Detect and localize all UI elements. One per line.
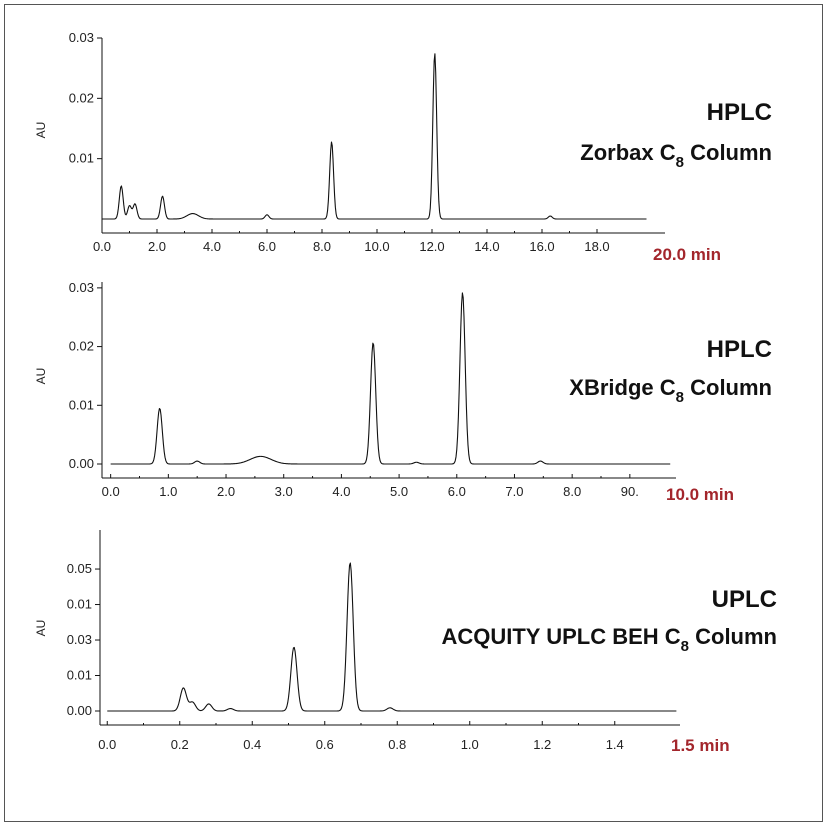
panel-subtitle: XBridge C8 Column: [569, 375, 772, 406]
x-tick-label: 16.0: [529, 239, 554, 254]
y-tick-label: 0.01: [67, 668, 92, 683]
x-tick-label: 1.0: [159, 484, 177, 499]
y-tick-label: 0.05: [67, 561, 92, 576]
x-tick-label: 6.0: [258, 239, 276, 254]
x-tick-label: 6.0: [448, 484, 466, 499]
y-tick-label: 0.03: [69, 280, 94, 295]
y-tick-label: 0.01: [67, 597, 92, 612]
y-tick-label: 0.03: [67, 632, 92, 647]
x-tick-label: 4.0: [332, 484, 350, 499]
chart-panel-2: 0.00 0.01 0.02 0.03 0.0 1.0 2.0 3.0 4.0 5.0 6.0 7.0…: [34, 280, 772, 504]
y-tick-label: 0.00: [67, 703, 92, 718]
chart-panel-1: 0.01 0.02 0.03 0.0 2.0 4.0 6.0 8.0 10.0 12.0 14.0 1…: [34, 30, 772, 264]
x-tick-label: 8.0: [563, 484, 581, 499]
chromatogram-trace: [102, 53, 647, 220]
x-tick-label: 2.0: [217, 484, 235, 499]
x-tick-label: 4.0: [203, 239, 221, 254]
panel-title: HPLC: [707, 99, 772, 126]
x-tick-label: 0.2: [171, 737, 189, 752]
x-tick-label: 10.0: [364, 239, 389, 254]
x-tick-label: 7.0: [505, 484, 523, 499]
y-tick-label: 0.02: [69, 339, 94, 354]
y-tick-label: 0.03: [69, 30, 94, 45]
x-axis-end-label: 1.5 min: [671, 736, 730, 755]
y-tick-label: 0.00: [69, 456, 94, 471]
panel-title: UPLC: [712, 586, 777, 613]
panel-subtitle: Zorbax C8 Column: [580, 140, 772, 171]
panel-subtitle: ACQUITY UPLC BEH C8 Column: [441, 624, 777, 655]
x-tick-label: 14.0: [474, 239, 499, 254]
x-tick-label: 0.8: [388, 737, 406, 752]
x-tick-label: 0.6: [316, 737, 334, 752]
x-tick-label: 0.0: [102, 484, 120, 499]
x-tick-label: 1.2: [533, 737, 551, 752]
y-tick-label: 0.01: [69, 151, 94, 166]
figure-frame: [4, 4, 823, 822]
x-tick-label: 18.0: [584, 239, 609, 254]
x-tick-label: 0.4: [243, 737, 261, 752]
y-tick-label: 0.02: [69, 90, 94, 105]
x-tick-label: 0.0: [98, 737, 116, 752]
x-tick-label: 1.4: [606, 737, 624, 752]
x-tick-label: 1.0: [461, 737, 479, 752]
x-axis-end-label: 20.0 min: [653, 245, 721, 264]
x-tick-label: 3.0: [275, 484, 293, 499]
x-tick-label: 8.0: [313, 239, 331, 254]
chromatogram-trace: [107, 562, 677, 712]
x-tick-label: 5.0: [390, 484, 408, 499]
x-axis-end-label: 10.0 min: [666, 485, 734, 504]
y-axis-label: AU: [34, 368, 48, 385]
chart-panel-3: 0.00 0.01 0.03 0.01 0.05 0.0 0.2 0.4 0.6 0.8 1.0 1.…: [34, 530, 777, 755]
y-axis-label: AU: [34, 620, 48, 637]
x-tick-label: 0.0: [93, 239, 111, 254]
x-tick-label: 90.: [621, 484, 639, 499]
x-tick-label: 2.0: [148, 239, 166, 254]
panel-title: HPLC: [707, 336, 772, 363]
chromatogram-trace: [110, 292, 671, 465]
x-tick-label: 12.0: [419, 239, 444, 254]
y-tick-label: 0.01: [69, 397, 94, 412]
y-axis-label: AU: [34, 122, 48, 139]
